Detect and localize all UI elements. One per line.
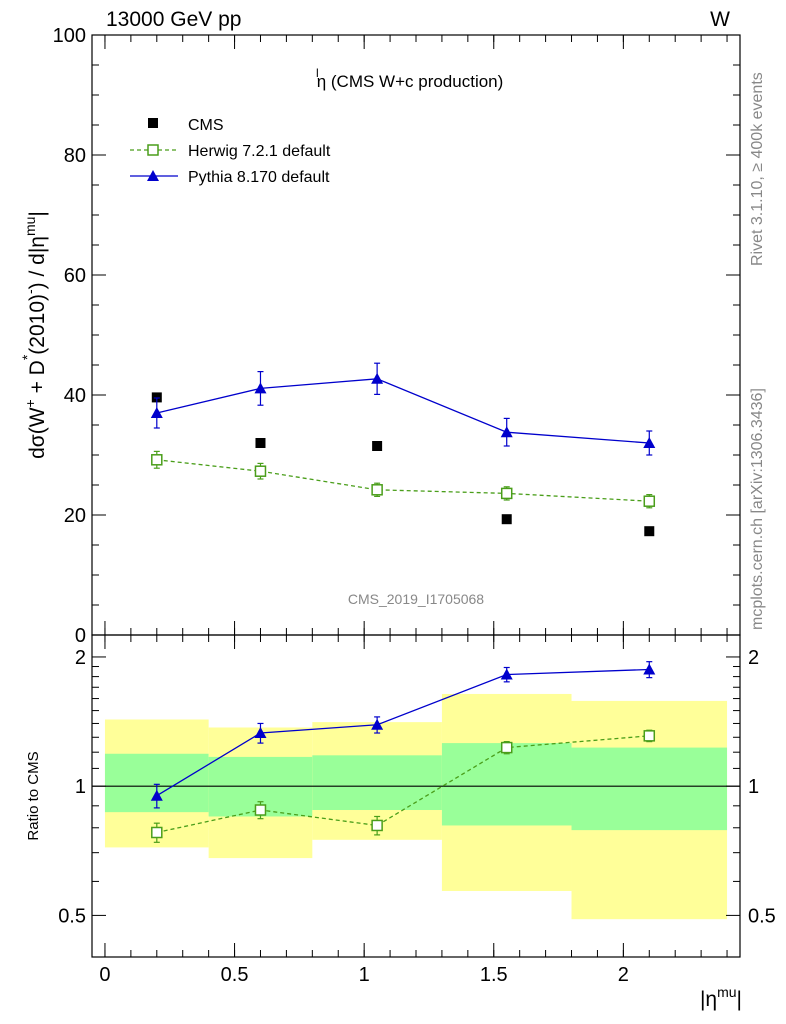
ratio-marker-1-2 xyxy=(371,819,383,832)
main-marker-2-2 xyxy=(371,372,384,384)
ratio-marker-2-1 xyxy=(254,727,267,739)
series-layer xyxy=(150,362,656,843)
ratio-marker-1-1 xyxy=(254,804,267,816)
x-tick-label-4: 2 xyxy=(618,964,629,986)
ratio-marker-1-0 xyxy=(151,826,163,839)
ratio-tick-label-left-1: 1 xyxy=(75,776,86,798)
cms-data-point-3 xyxy=(501,514,512,525)
y-tick-label-1: 20 xyxy=(64,505,86,527)
ratio-band-inner-4 xyxy=(571,747,728,831)
watermark: CMS_2019_I1705068 xyxy=(348,591,484,607)
cms-data-point-2 xyxy=(372,441,383,451)
y-tick-label-3: 60 xyxy=(64,265,86,287)
legend-marker-herwig xyxy=(147,144,159,156)
main-marker-1-2 xyxy=(371,484,383,496)
main-marker-2-0 xyxy=(150,407,163,418)
header-right: W xyxy=(710,8,730,31)
x-tick-label-0: 0 xyxy=(99,964,110,986)
cms-data-point-4 xyxy=(644,526,655,537)
mcplots-label: mcplots.cern.ch [arXiv:1306.3436] xyxy=(749,388,766,630)
main-marker-2-1 xyxy=(254,382,267,394)
main-marker-1-3 xyxy=(500,487,513,500)
ratio-marker-2-2 xyxy=(371,718,384,730)
main-line-1 xyxy=(156,459,650,502)
main-marker-1-0 xyxy=(151,454,163,466)
y-tick-label-0: 0 xyxy=(75,625,86,647)
plot-title: η (CMS W+c production) xyxy=(317,72,504,91)
x-tick-label-3: 1.5 xyxy=(480,964,508,986)
legend: CMS Herwig 7.2.1 default Pythia 8.170 de… xyxy=(130,117,331,186)
header-left: 13000 GeV pp xyxy=(106,8,241,31)
ratio-marker-2-4 xyxy=(643,663,656,675)
y-tick-label-4: 80 xyxy=(64,145,86,167)
ratio-bands xyxy=(104,693,728,920)
legend-marker-cms xyxy=(148,118,158,128)
ratio-line-1 xyxy=(156,735,650,834)
ratio-marker-2-0 xyxy=(150,789,163,801)
ratio-tick-label-right-2: 2 xyxy=(748,647,759,669)
y-tick-label-2: 40 xyxy=(64,385,86,407)
legend-label-herwig: Herwig 7.2.1 default xyxy=(188,143,331,160)
legend-marker-pythia xyxy=(147,170,159,181)
main-marker-1-1 xyxy=(254,465,267,477)
main-marker-2-4 xyxy=(643,437,656,448)
legend-label-cms: CMS xyxy=(188,117,224,134)
x-tick-label-1: 0.5 xyxy=(221,964,249,986)
ratio-tick-label-left-2: 2 xyxy=(75,647,86,669)
cms-data-point-1 xyxy=(255,438,266,448)
ratio-band-inner-2 xyxy=(312,755,442,811)
ratio-marker-2-3 xyxy=(500,668,513,680)
rivet-label: Rivet 3.1.10, ≥ 400k events xyxy=(749,72,766,266)
legend-label-pythia: Pythia 8.170 default xyxy=(188,169,330,186)
x-axis-label: |ηmu| xyxy=(700,984,742,1011)
plot-title-superscript: l xyxy=(316,66,319,80)
main-marker-2-3 xyxy=(500,426,513,438)
y-axis-label: dσ(W+ + D*(2010)-) / d|ηmu| xyxy=(19,211,49,459)
ratio-y-axis-label: Ratio to CMS xyxy=(25,751,42,840)
ratio-band-inner-3 xyxy=(441,743,572,826)
ratio-tick-label-right-1: 1 xyxy=(748,776,759,798)
ratio-marker-1-4 xyxy=(643,730,656,742)
x-tick-label-2: 1 xyxy=(359,964,370,986)
main-marker-1-4 xyxy=(643,495,656,507)
y-tick-label-5: 100 xyxy=(53,25,86,47)
ratio-tick-label-right-0: 0.5 xyxy=(748,905,776,927)
main-line-2 xyxy=(156,378,650,444)
axis-ticks: 0 20 40 60 80 100 0 0.5 1 1.5 2 0.5 0.5 1 1 2 2 xyxy=(53,25,776,986)
ratio-marker-1-3 xyxy=(500,741,513,754)
ratio-tick-label-left-0: 0.5 xyxy=(58,905,86,927)
